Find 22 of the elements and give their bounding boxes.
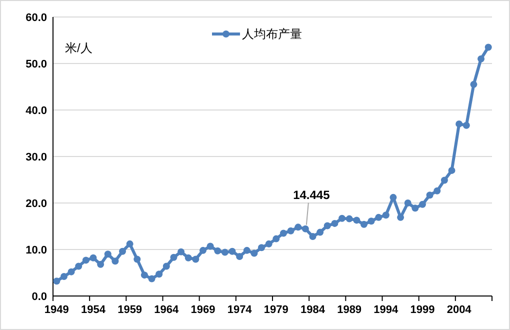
data-label: 14.445 <box>293 188 330 202</box>
x-tick-label: 2004 <box>446 304 472 316</box>
x-tick-label: 1979 <box>264 304 288 316</box>
y-tick-label: 50.0 <box>26 58 47 70</box>
y-tick-label: 60.0 <box>26 12 47 24</box>
x-tick-label: 1989 <box>337 304 362 316</box>
x-tick-label: 1984 <box>300 304 326 316</box>
x-tick-label: 1964 <box>154 304 180 316</box>
y-tick-label: 30.0 <box>26 152 47 164</box>
x-tick-label: 1999 <box>410 304 435 316</box>
y-tick-label: 20.0 <box>26 198 47 210</box>
x-tick-label: 1959 <box>118 304 142 316</box>
y-tick-label: 0.0 <box>32 291 47 303</box>
x-tick-label: 1969 <box>190 304 216 316</box>
x-tick-label: 1974 <box>227 304 253 316</box>
x-tick-label: 1994 <box>374 304 400 316</box>
y-tick-label: 40.0 <box>26 105 47 117</box>
x-tick-label: 1954 <box>81 304 106 316</box>
x-tick-label: 1949 <box>44 304 69 316</box>
y-axis-title: 米/人 <box>65 41 92 55</box>
legend-label: 人均布产量 <box>242 27 302 41</box>
y-tick-label: 10.0 <box>26 244 47 256</box>
